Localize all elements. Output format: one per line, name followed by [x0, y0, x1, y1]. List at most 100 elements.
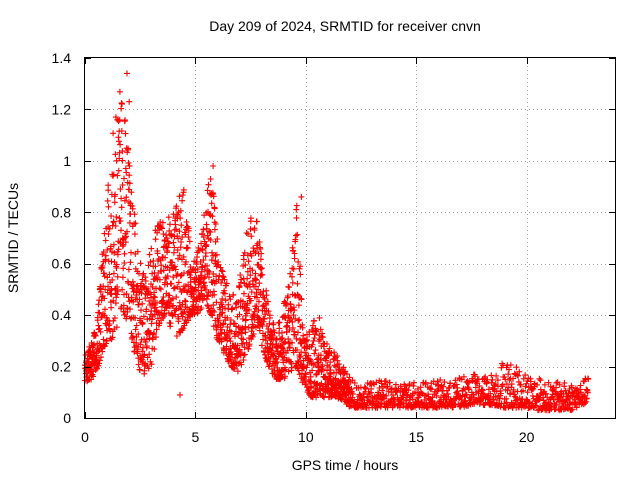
data-point [219, 268, 226, 275]
data-point [185, 287, 192, 294]
data-point [140, 270, 147, 277]
data-point [142, 278, 149, 284]
tick-marks [85, 58, 615, 419]
data-point [585, 376, 592, 383]
data-point [203, 292, 210, 299]
data-point [159, 225, 165, 232]
data-point [258, 250, 265, 257]
data-point [159, 219, 166, 226]
data-point [266, 314, 273, 321]
data-point [101, 343, 108, 350]
data-point [297, 353, 304, 360]
data-point [577, 386, 583, 393]
data-point [84, 355, 91, 362]
data-point [198, 305, 205, 311]
data-point [516, 368, 523, 375]
data-point [270, 353, 276, 360]
data-point [210, 193, 217, 200]
data-point [119, 148, 126, 155]
data-point [283, 357, 290, 364]
data-point [260, 336, 267, 343]
data-point [177, 244, 184, 251]
data-point [299, 324, 306, 331]
y-tick-label: 1.4 [52, 50, 72, 66]
data-point [265, 363, 272, 370]
data-point [266, 362, 273, 369]
data-point [236, 311, 243, 318]
data-point [173, 203, 180, 210]
data-point [122, 130, 129, 137]
data-point [349, 394, 356, 401]
data-point [121, 197, 128, 204]
data-point [305, 352, 312, 359]
data-point [241, 290, 247, 297]
data-point [142, 339, 149, 346]
data-point [145, 365, 152, 372]
data-point [249, 267, 256, 274]
data-points [82, 70, 592, 414]
data-point [106, 225, 113, 232]
data-point [148, 302, 155, 309]
data-point [178, 239, 185, 245]
data-point [337, 384, 344, 391]
data-point [295, 302, 302, 309]
data-point [253, 276, 260, 283]
data-point [195, 248, 202, 255]
data-point [125, 266, 132, 273]
data-point [146, 251, 153, 258]
data-point [488, 379, 495, 386]
data-point [388, 385, 395, 392]
data-point [117, 186, 124, 193]
data-point [374, 404, 381, 411]
data-point [234, 342, 241, 349]
data-point [295, 367, 302, 374]
data-point [171, 263, 178, 270]
data-point [175, 315, 182, 322]
data-point [386, 379, 393, 386]
data-point [255, 286, 262, 293]
data-point [218, 326, 225, 333]
data-point [171, 233, 178, 240]
data-point [101, 295, 108, 302]
plot-frame [84, 57, 616, 419]
data-point [227, 348, 234, 355]
data-point [295, 317, 302, 324]
data-point [186, 238, 193, 245]
data-point [221, 290, 228, 297]
data-point [180, 325, 187, 332]
data-point [174, 233, 181, 239]
data-point [452, 401, 459, 408]
data-point [102, 237, 109, 244]
data-point [537, 377, 544, 384]
data-point [285, 293, 291, 300]
data-point [263, 302, 270, 308]
data-point [231, 320, 238, 327]
data-point [397, 388, 404, 395]
data-point [428, 386, 435, 393]
data-point [376, 385, 383, 391]
data-point [235, 360, 242, 367]
data-point [177, 207, 184, 214]
data-point [228, 356, 235, 363]
data-point [114, 172, 121, 179]
data-point [223, 343, 230, 350]
data-point [307, 373, 314, 380]
data-point [308, 384, 315, 391]
data-point [129, 205, 136, 212]
data-point [258, 265, 265, 272]
data-point [291, 328, 298, 335]
data-point [204, 187, 211, 194]
data-point [381, 395, 388, 402]
data-point [241, 351, 248, 358]
data-point [182, 231, 189, 238]
data-point [112, 114, 119, 121]
data-point [298, 295, 305, 302]
data-point [116, 155, 123, 162]
data-point [143, 306, 150, 313]
data-point [169, 295, 176, 302]
data-point [236, 283, 243, 290]
data-point [476, 382, 483, 389]
data-point [175, 279, 182, 286]
data-point [472, 384, 479, 391]
data-point [242, 261, 249, 268]
